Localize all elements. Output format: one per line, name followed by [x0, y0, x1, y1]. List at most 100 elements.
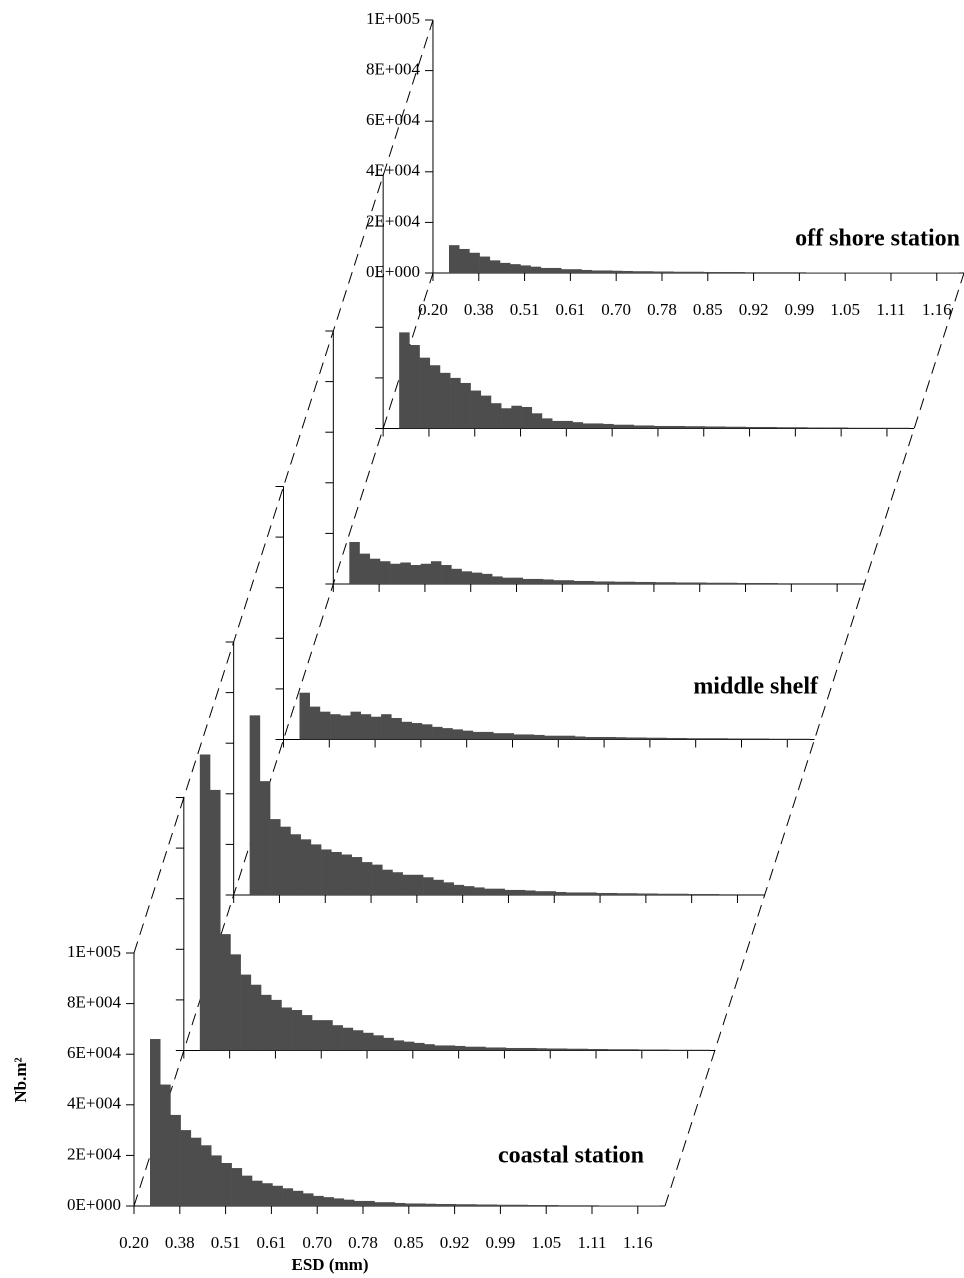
bar: [768, 738, 780, 740]
bar: [767, 582, 779, 584]
bar: [828, 583, 840, 584]
x-tick-label: 0.38: [464, 300, 494, 319]
bar: [573, 580, 585, 584]
bar: [897, 272, 909, 273]
bar: [816, 272, 827, 273]
bar: [749, 894, 760, 895]
annotation: coastal station: [498, 1143, 644, 1169]
bar: [522, 578, 534, 584]
bar: [241, 1175, 253, 1206]
bar: [349, 542, 360, 584]
bar: [394, 1202, 406, 1206]
bar: [540, 267, 552, 273]
bar: [259, 781, 271, 895]
bar: [370, 716, 382, 740]
bar: [785, 272, 797, 273]
bar: [754, 272, 766, 273]
bar: [363, 1032, 374, 1051]
bar: [553, 580, 564, 584]
bar: [249, 715, 261, 895]
bar: [435, 1203, 447, 1206]
bar: [490, 403, 502, 429]
bar: [350, 711, 361, 740]
bar: [667, 893, 679, 895]
bar: [201, 1145, 212, 1206]
bar: [846, 272, 858, 273]
x-tick-label: 0.20: [418, 300, 448, 319]
bar: [501, 408, 512, 429]
bar: [374, 1202, 385, 1206]
bar: [734, 271, 746, 273]
bar: [554, 735, 565, 740]
bar: [684, 426, 696, 429]
bar: [747, 582, 758, 584]
bar: [537, 1204, 549, 1206]
bar: [632, 271, 644, 273]
bar: [808, 583, 819, 584]
y-tick-label: 4E+004: [366, 161, 420, 180]
bar: [618, 1049, 629, 1051]
bar: [322, 1020, 333, 1051]
bar: [359, 553, 371, 584]
bar: [858, 427, 869, 429]
bar: [340, 715, 351, 740]
bar: [634, 581, 646, 584]
bar: [299, 692, 310, 740]
bar: [390, 563, 401, 584]
bar: [745, 426, 757, 429]
bar: [729, 894, 740, 895]
bar: [725, 426, 737, 429]
bar: [405, 1203, 416, 1206]
bar: [250, 984, 262, 1051]
bar: [687, 738, 698, 740]
bar: [567, 1048, 578, 1051]
bar: [330, 714, 341, 740]
bar: [578, 1205, 589, 1206]
bar: [664, 425, 675, 429]
bar: [748, 738, 759, 740]
bar: [696, 582, 707, 584]
bar: [757, 582, 768, 584]
bar: [638, 1049, 649, 1051]
bar: [520, 265, 531, 273]
x-tick-label: 0.51: [510, 300, 540, 319]
bar: [210, 789, 221, 1051]
bar: [675, 582, 687, 584]
bar: [262, 1183, 273, 1206]
bar: [597, 1048, 609, 1051]
bar: [439, 372, 451, 429]
bar: [699, 1049, 711, 1051]
bar: [291, 1010, 303, 1051]
bar: [666, 737, 678, 740]
x-tick-label: 0.85: [693, 300, 723, 319]
bar: [530, 266, 542, 273]
bar: [460, 382, 471, 429]
bar: [472, 731, 484, 740]
annotation: off shore station: [795, 226, 960, 252]
bar: [332, 1025, 343, 1051]
bar: [507, 1204, 518, 1206]
x-tick-label: 0.51: [211, 1233, 241, 1252]
x-tick-label: 1.05: [830, 300, 860, 319]
bar: [544, 735, 555, 740]
bar: [535, 891, 546, 895]
bar: [441, 565, 452, 584]
y-tick-label: 1E+005: [67, 942, 121, 961]
bar: [818, 583, 830, 584]
bar: [594, 581, 605, 584]
y-tick-label: 2E+004: [366, 211, 420, 230]
bar: [292, 1190, 304, 1206]
bar: [697, 738, 708, 740]
x-tick-label: 0.70: [302, 1233, 332, 1252]
bar: [627, 893, 638, 895]
bar: [309, 706, 321, 740]
bar: [465, 1046, 476, 1051]
x-tick-label: 0.61: [257, 1233, 287, 1252]
y-tick-label: 8E+004: [67, 993, 121, 1012]
bar: [868, 427, 879, 429]
bar: [252, 1180, 263, 1206]
bar: [420, 563, 432, 584]
x-tick-label: 0.70: [601, 300, 631, 319]
bar: [708, 893, 720, 895]
bar: [688, 893, 699, 895]
